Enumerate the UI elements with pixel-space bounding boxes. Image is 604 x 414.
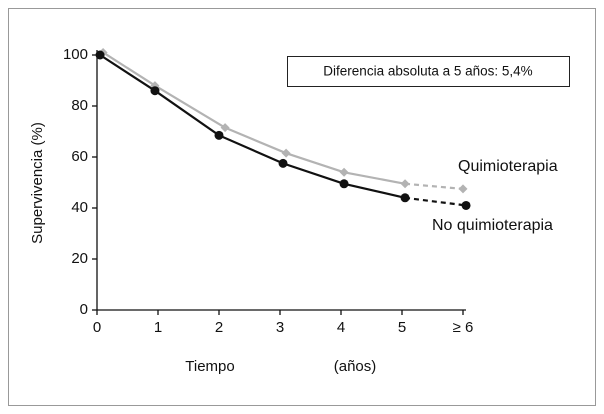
marker [278,158,288,168]
x-tick-label: 5 [398,319,406,336]
annotation: Diferencia absoluta a 5 años: 5,4% [323,64,532,79]
x-tick-label: 0 [93,319,101,336]
marker [95,50,105,60]
legend-label: No quimioterapia [432,217,553,234]
x-axis-label: Tiempo [185,358,234,375]
y-axis-label: Supervivencia (%) [29,122,46,244]
x-tick-label: 1 [154,319,162,336]
marker [339,167,349,177]
x-axis-label: (años) [334,358,377,375]
x-tick-label: 3 [276,319,284,336]
series-line [404,196,467,207]
y-tick-label: 40 [71,199,88,216]
frame [8,8,596,406]
x-tick-label: 2 [215,319,223,336]
legend-label: Quimioterapia [458,158,558,175]
series-line [102,51,406,185]
x-tick-label: 4 [337,319,345,336]
marker [461,200,471,210]
marker [400,193,410,203]
y-tick-label: 0 [80,301,88,318]
marker [150,86,160,96]
marker [281,148,291,158]
series-line [404,182,464,190]
marker [220,123,230,133]
y-tick-label: 80 [71,97,88,114]
x-tick-label: ≥ 6 [453,319,474,336]
y-tick-label: 20 [71,250,88,267]
series-line [99,54,406,199]
marker [400,179,410,189]
y-tick-label: 100 [63,46,88,63]
annotation-box [287,56,570,87]
marker [214,130,224,140]
marker [339,179,349,189]
marker [458,184,468,194]
y-tick-label: 60 [71,148,88,165]
